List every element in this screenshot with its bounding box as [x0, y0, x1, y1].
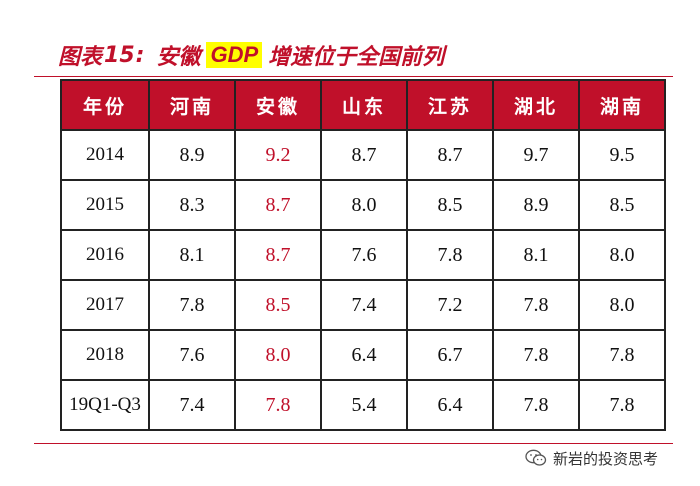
year-cell: 2016 — [60, 229, 150, 281]
value-cell: 8.5 — [578, 179, 666, 231]
title-colon: : — [135, 42, 145, 68]
value-cell: 7.8 — [148, 279, 236, 331]
value-cell-highlight: 8.0 — [234, 329, 322, 381]
value-cell: 8.0 — [578, 229, 666, 281]
bottom-rule — [34, 443, 673, 444]
year-cell: 2015 — [60, 179, 150, 231]
value-cell: 7.4 — [320, 279, 408, 331]
top-rule — [34, 76, 673, 77]
table-row: 19Q1-Q3 7.4 7.8 5.4 6.4 7.8 7.8 — [60, 379, 666, 431]
value-cell: 7.8 — [578, 379, 666, 431]
figure-title: 图表 15 : 安徽 GDP 增速位于全国前列 — [58, 38, 444, 72]
value-cell: 9.7 — [492, 129, 580, 181]
value-cell: 9.5 — [578, 129, 666, 181]
value-cell: 8.9 — [148, 129, 236, 181]
value-cell: 8.5 — [406, 179, 494, 231]
wechat-icon — [525, 449, 547, 466]
header-cell: 湖北 — [492, 79, 580, 131]
value-cell-highlight: 8.7 — [234, 229, 322, 281]
value-cell: 5.4 — [320, 379, 408, 431]
year-cell: 2017 — [60, 279, 150, 331]
value-cell-highlight: 7.8 — [234, 379, 322, 431]
year-cell: 2014 — [60, 129, 150, 181]
value-cell: 8.1 — [492, 229, 580, 281]
header-cell: 安徽 — [234, 79, 322, 131]
year-cell: 2018 — [60, 329, 150, 381]
title-number: 15 — [104, 42, 135, 68]
value-cell: 7.8 — [492, 279, 580, 331]
value-cell: 8.0 — [320, 179, 408, 231]
value-cell: 7.8 — [406, 229, 494, 281]
title-province: 安徽 — [156, 45, 201, 70]
table-row: 2016 8.1 8.7 7.6 7.8 8.1 8.0 — [60, 229, 666, 281]
value-cell-highlight: 9.2 — [234, 129, 322, 181]
table-row: 2017 7.8 8.5 7.4 7.2 7.8 8.0 — [60, 279, 666, 331]
header-cell: 年份 — [60, 79, 150, 131]
value-cell: 8.0 — [578, 279, 666, 331]
year-cell: 19Q1-Q3 — [60, 379, 150, 431]
value-cell: 8.7 — [406, 129, 494, 181]
value-cell: 7.2 — [406, 279, 494, 331]
value-cell: 8.9 — [492, 179, 580, 231]
value-cell: 7.6 — [148, 329, 236, 381]
value-cell: 7.4 — [148, 379, 236, 431]
table-row: 2015 8.3 8.7 8.0 8.5 8.9 8.5 — [60, 179, 666, 231]
value-cell: 6.7 — [406, 329, 494, 381]
value-cell: 8.3 — [148, 179, 236, 231]
title-highlight: GDP — [206, 42, 263, 68]
value-cell-highlight: 8.7 — [234, 179, 322, 231]
value-cell: 7.8 — [492, 329, 580, 381]
watermark: 新岩的投资思考 — [525, 446, 658, 470]
value-cell: 8.1 — [148, 229, 236, 281]
header-row: 年份 河南 安徽 山东 江苏 湖北 湖南 — [60, 79, 666, 131]
value-cell: 7.8 — [492, 379, 580, 431]
watermark-text: 新岩的投资思考 — [553, 449, 659, 468]
value-cell: 7.8 — [578, 329, 666, 381]
value-cell: 7.6 — [320, 229, 408, 281]
header-cell: 河南 — [148, 79, 236, 131]
title-rest: 增速位于全国前列 — [268, 45, 445, 70]
table-row: 2014 8.9 9.2 8.7 8.7 9.7 9.5 — [60, 129, 666, 181]
header-cell: 江苏 — [406, 79, 494, 131]
value-cell-highlight: 8.5 — [234, 279, 322, 331]
title-prefix: 图表 — [58, 45, 103, 70]
gdp-table: 年份 河南 安徽 山东 江苏 湖北 湖南 2014 8.9 9.2 8.7 8.… — [60, 79, 666, 431]
header-cell: 山东 — [320, 79, 408, 131]
header-cell: 湖南 — [578, 79, 666, 131]
value-cell: 8.7 — [320, 129, 408, 181]
table-row: 2018 7.6 8.0 6.4 6.7 7.8 7.8 — [60, 329, 666, 381]
value-cell: 6.4 — [320, 329, 408, 381]
value-cell: 6.4 — [406, 379, 494, 431]
